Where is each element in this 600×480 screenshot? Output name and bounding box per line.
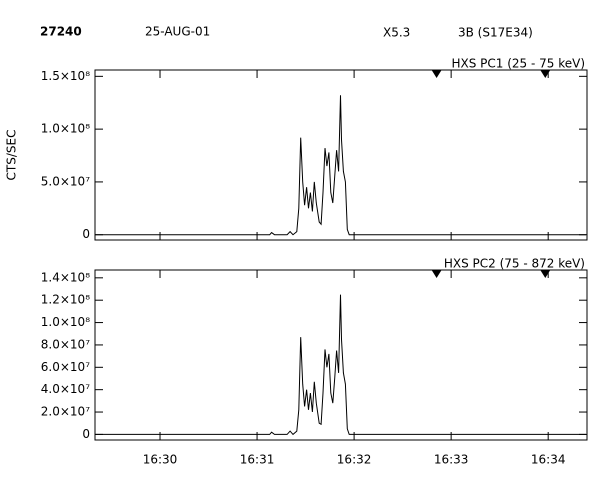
light-curve bbox=[95, 294, 586, 436]
marker bbox=[540, 270, 551, 278]
y-tick-label: 1.0×10⁸ bbox=[41, 122, 90, 136]
y-axis-label: CTS/SEC bbox=[5, 130, 19, 181]
panel-label: HXS PC1 (25 - 75 keV) bbox=[451, 57, 585, 71]
y-tick-label: 1.2×10⁸ bbox=[41, 293, 90, 307]
y-tick-label: 1.4×10⁸ bbox=[41, 270, 90, 284]
marker bbox=[431, 270, 442, 278]
date: 25-AUG-01 bbox=[145, 25, 210, 39]
y-tick-label: 6.0×10⁷ bbox=[41, 360, 90, 374]
y-tick-label: 0 bbox=[82, 427, 90, 441]
flare-class: X5.3 bbox=[383, 26, 410, 40]
y-tick-label: 0 bbox=[82, 227, 90, 241]
y-tick-label: 1.5×10⁸ bbox=[41, 69, 90, 83]
x-tick-label: 16:33 bbox=[434, 453, 469, 467]
panel-label: HXS PC2 (75 - 872 keV) bbox=[444, 257, 585, 271]
plot-frame bbox=[94, 269, 588, 441]
light-curve bbox=[95, 95, 586, 236]
event-id: 27240 bbox=[40, 25, 82, 39]
y-tick-label: 2.0×10⁷ bbox=[41, 405, 90, 419]
plot-frame bbox=[94, 69, 588, 241]
marker bbox=[431, 70, 442, 78]
y-tick-label: 4.0×10⁷ bbox=[41, 382, 90, 396]
y-tick-label: 5.0×10⁷ bbox=[41, 174, 90, 188]
flare-location: 3B (S17E34) bbox=[458, 26, 533, 40]
x-tick-label: 16:34 bbox=[531, 453, 566, 467]
y-tick-label: 8.0×10⁷ bbox=[41, 337, 90, 351]
y-tick-label: 1.0×10⁸ bbox=[41, 315, 90, 329]
x-tick-label: 16:30 bbox=[143, 453, 178, 467]
x-tick-label: 16:32 bbox=[337, 453, 372, 467]
marker bbox=[540, 70, 551, 78]
x-tick-label: 16:31 bbox=[240, 453, 275, 467]
